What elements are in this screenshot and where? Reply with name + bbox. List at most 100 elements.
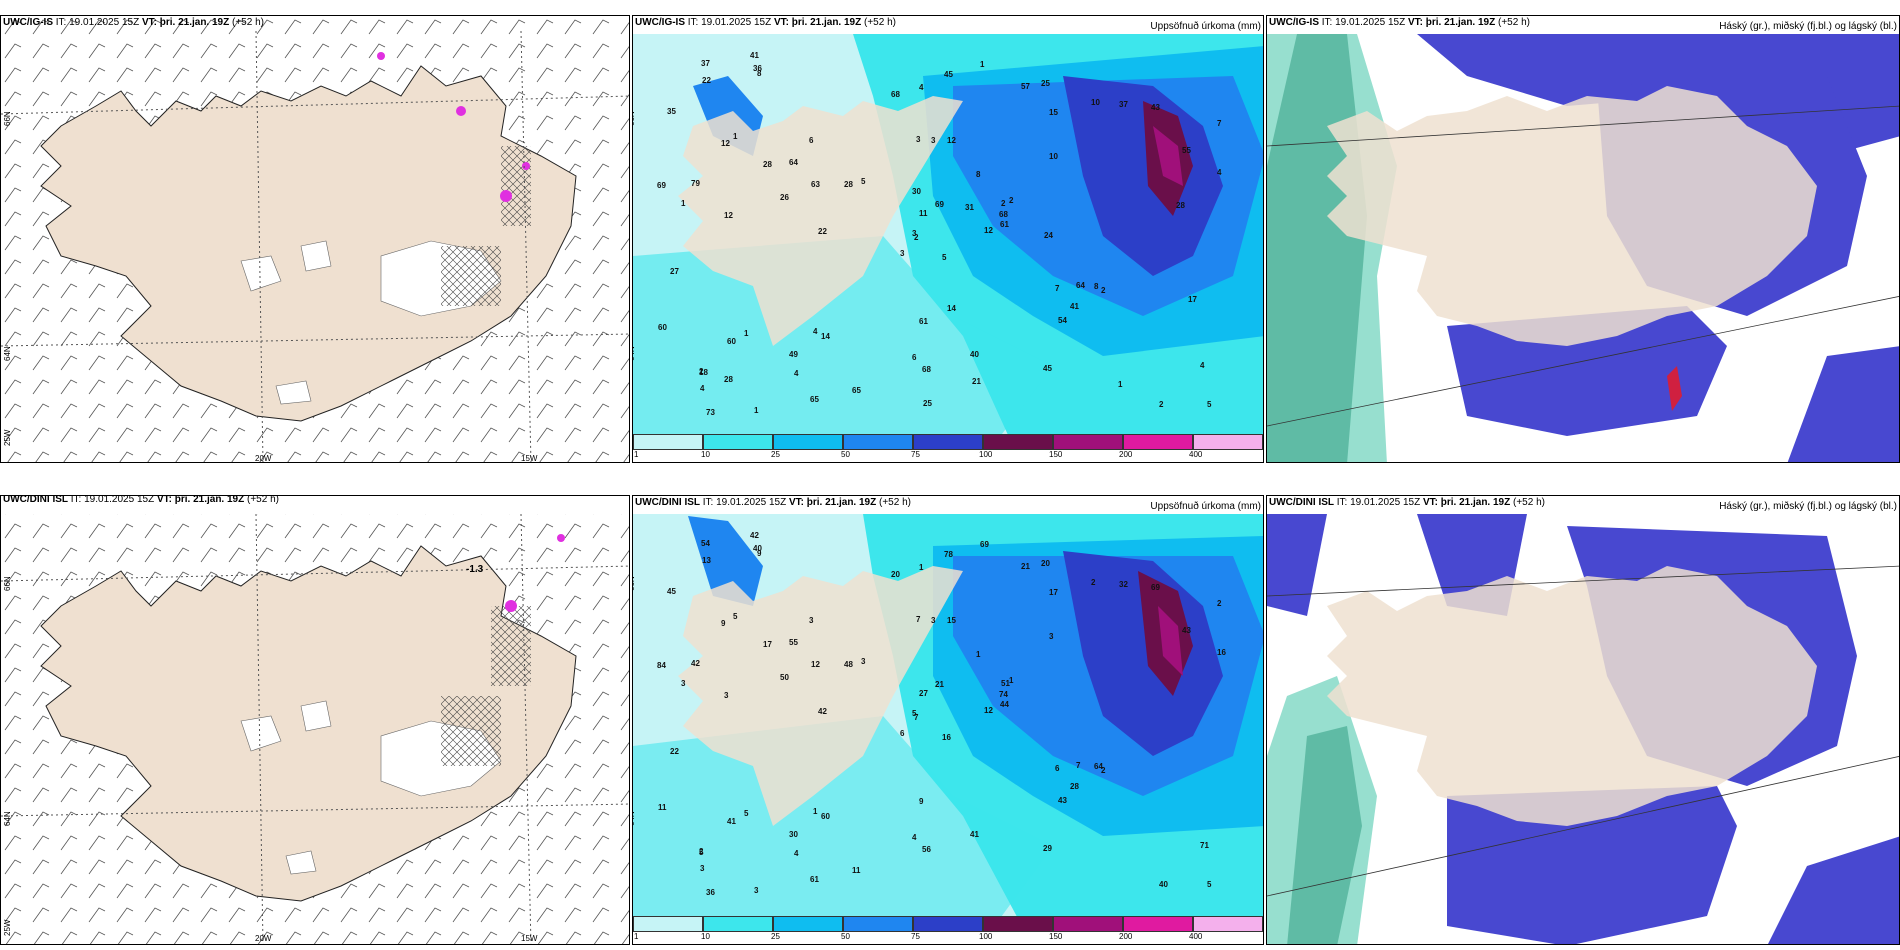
legend-tick: 150	[1049, 450, 1063, 459]
precip-value: 17	[1049, 588, 1058, 597]
legend-swatch	[843, 434, 913, 450]
precip-value: 2	[1217, 599, 1222, 608]
precip-value: 14	[821, 332, 830, 341]
legend-swatch	[633, 434, 703, 450]
legend-swatch	[913, 916, 983, 932]
lat-line-64	[1, 333, 629, 347]
lat-label-64: 64N	[3, 346, 12, 361]
precip-value: 6	[900, 729, 905, 738]
lat-label-66: 66N	[3, 111, 12, 126]
precip-value: 1	[733, 132, 738, 141]
precip-value: 3	[681, 679, 686, 688]
legend-tick: 75	[911, 450, 920, 459]
legend-swatch	[773, 916, 843, 932]
precip-value: 27	[670, 267, 679, 276]
precip-value: 37	[701, 59, 710, 68]
precip-value: 16	[1217, 648, 1226, 657]
legend-tick: 25	[771, 450, 780, 459]
precip-value: 4	[1217, 168, 1222, 177]
precip-value: 28	[844, 180, 853, 189]
precip-value: 3	[809, 616, 814, 625]
precip-value: 21	[1021, 562, 1030, 571]
lon-line-15	[520, 30, 532, 462]
precip-value: 44	[1000, 700, 1009, 709]
legend-swatch	[703, 916, 773, 932]
precip-value: 60	[658, 323, 667, 332]
precip-value: 12	[947, 136, 956, 145]
precip-value: 69	[1151, 583, 1160, 592]
precip-value: 3	[931, 616, 936, 625]
iceland-land	[1327, 86, 1817, 346]
precip-value: 10	[1049, 152, 1058, 161]
precip-values-top: 5 12 2 2 2 14 25 12 15 12 8 5 12 7 3 10 1 3 8 1 5 4 4 3 2 2 1 4 1 7 4 3…	[633, 16, 1263, 426]
precip-value: 78	[944, 550, 953, 559]
precip-value: 4	[919, 83, 924, 92]
legend-tick: 10	[701, 932, 710, 941]
precip-value: 60	[727, 337, 736, 346]
precip-value: 4	[813, 327, 818, 336]
lon-label-15: 15W	[521, 454, 538, 463]
precip-value: 15	[947, 616, 956, 625]
precip-value: 37	[1119, 100, 1128, 109]
precip-value: 35	[667, 107, 676, 116]
precip-value: 11	[919, 209, 928, 218]
precip-value: 5	[733, 612, 738, 621]
precip-value: 1	[813, 807, 818, 816]
precip-value: 30	[789, 830, 798, 839]
precip-value: 17	[1188, 295, 1197, 304]
precip-value: 13	[702, 556, 711, 565]
precip-value: 36	[753, 64, 762, 73]
precip-value: 3	[861, 657, 866, 666]
legend-tick: 100	[979, 450, 993, 459]
precip-value: 11	[852, 866, 861, 875]
panel-title-right: Uppsöfnuð úrkoma (mm)	[1150, 501, 1261, 512]
panel-title-right: Uppsöfnuð úrkoma (mm)	[1150, 21, 1261, 32]
precip-value: 55	[789, 638, 798, 647]
precip-value: 64	[1094, 762, 1103, 771]
precip-value: 6	[1055, 764, 1060, 773]
precip-value: 49	[789, 350, 798, 359]
precip-value: 22	[670, 747, 679, 756]
panel-precip-dini: UWC/DINI ISL IT: 19.01.2025 15Z VT: þri.…	[632, 495, 1264, 945]
precip-value: 8	[976, 170, 981, 179]
lat-label-66: 66N	[632, 576, 636, 591]
precip-value: 16	[942, 733, 951, 742]
precip-value: 4	[700, 384, 705, 393]
precip-value: 57	[1021, 82, 1030, 91]
legend-tick: 200	[1119, 932, 1133, 941]
precip-value: 42	[691, 659, 700, 668]
panel-wind-ig: UWC/IG-IS IT: 19.01.2025 15Z VT: þri. 21…	[0, 15, 630, 463]
legend-swatch	[1053, 434, 1123, 450]
panel-header: UWC/DINI ISL IT: 19.01.2025 15Z VT: þri.…	[1269, 497, 1545, 508]
precip-value: 21	[935, 680, 944, 689]
precip-value: 22	[818, 227, 827, 236]
precip-value: 54	[1058, 316, 1067, 325]
lat-label-64: 64N	[3, 811, 12, 826]
legend-tick: 150	[1049, 932, 1063, 941]
panel-title-right: Háský (gr.), miðský (fj.bl.) og lágský (…	[1719, 501, 1897, 512]
precip-value: 7	[1055, 284, 1060, 293]
precip-value: 3	[754, 886, 759, 895]
precip-value: 45	[944, 70, 953, 79]
precip-value: 27	[919, 689, 928, 698]
precip-value: 2	[699, 367, 704, 376]
legend-swatch	[1053, 916, 1123, 932]
precip-value: 2	[1101, 286, 1106, 295]
precip-value: 17	[763, 640, 772, 649]
precip-value: 1	[744, 329, 749, 338]
precip-value: 71	[1200, 841, 1209, 850]
cloud-map	[1267, 34, 1899, 462]
precip-value: 64	[789, 158, 798, 167]
glacier-langjokull	[240, 255, 282, 292]
precip-value: 25	[1041, 79, 1050, 88]
precip-value: 4	[794, 849, 799, 858]
legend-swatch	[843, 916, 913, 932]
legend-tick: 400	[1189, 932, 1203, 941]
panel-clouds-dini: UWC/DINI ISL IT: 19.01.2025 15Z VT: þri.…	[1266, 495, 1900, 945]
precip-value: 43	[1151, 103, 1160, 112]
precip-value: 3	[1049, 632, 1054, 641]
panel-header: UWC/IG-IS IT: 19.01.2025 15Z VT: þri. 21…	[3, 17, 264, 28]
precip-value: 12	[811, 660, 820, 669]
lat-label-66: 66N	[3, 576, 12, 591]
precip-value: 25	[923, 399, 932, 408]
